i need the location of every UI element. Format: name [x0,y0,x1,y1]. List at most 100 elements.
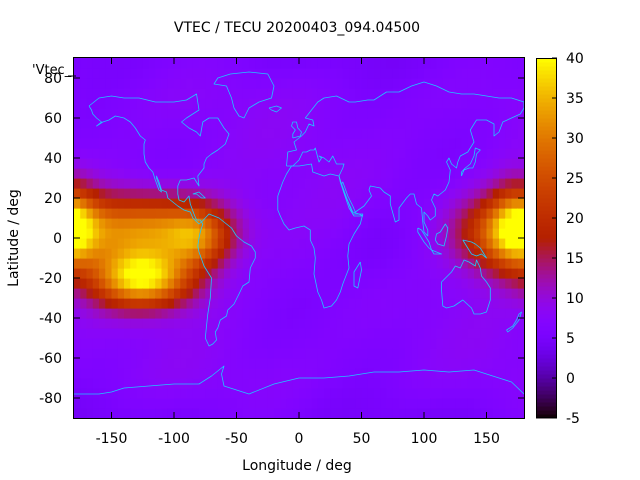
heatmap-cell [111,88,119,99]
heatmap-cell [274,298,281,309]
heatmap-cell [205,108,213,119]
heatmap-cell [367,218,375,229]
heatmap-cell [386,68,394,79]
heatmap-cell [199,358,206,369]
heatmap-cell [224,248,231,259]
heatmap-cell [317,78,325,89]
heatmap-cell [180,248,188,259]
heatmap-cell [267,408,275,419]
heatmap-cell [280,128,288,139]
heatmap-cell [442,138,450,149]
heatmap-cell [380,388,388,399]
heatmap-cell [186,78,194,89]
heatmap-cell [80,288,88,299]
heatmap-cell [286,158,294,169]
heatmap-cell [417,368,425,379]
heatmap-cell [199,278,206,289]
heatmap-cell [511,308,519,319]
heatmap-cell [205,128,213,139]
colorbar-segment [536,330,557,335]
heatmap-cell [149,128,156,139]
heatmap-cell [436,358,444,369]
x-tick-label: -50 [225,431,248,447]
heatmap-cell [255,358,263,369]
heatmap-cell [336,88,344,99]
heatmap-cell [311,288,319,299]
heatmap-cell [455,298,463,309]
heatmap-cell [280,408,288,419]
heatmap-cell [167,308,175,319]
heatmap-cell [411,178,419,189]
heatmap-cell [105,98,113,109]
heatmap-cell [224,118,231,129]
heatmap-cell [117,368,125,379]
heatmap-cell [261,408,269,419]
heatmap-cell [186,168,194,179]
heatmap-cell [92,308,100,319]
heatmap-cell [124,298,131,309]
heatmap-cell [236,208,244,219]
heatmap-cell [124,338,131,349]
heatmap-cell [405,168,413,179]
plot-frame [73,57,525,419]
heatmap-cell [161,198,169,209]
heatmap-cell [149,168,156,179]
heatmap-cell [505,268,513,279]
heatmap-cell [224,388,231,399]
heatmap-cell [211,388,219,399]
heatmap-cell [74,258,81,269]
heatmap-cell [149,258,156,269]
heatmap-cell [461,408,469,419]
heatmap-cell [211,238,219,249]
heatmap-cell [399,378,406,389]
heatmap-cell [417,68,425,79]
heatmap-cell [399,68,406,79]
heatmap-cell [342,378,350,389]
heatmap-cell [380,398,388,409]
heatmap-cell [361,328,369,339]
heatmap-cell [136,158,144,169]
heatmap-cell [430,358,438,369]
heatmap-cell [86,168,94,179]
heatmap-cell [411,88,419,99]
heatmap-cell [280,328,288,339]
heatmap-cell [280,268,288,279]
colorbar-frame [536,58,557,418]
heatmap-cell [436,148,444,159]
heatmap-cell [380,408,388,419]
heatmap-cell [236,318,244,329]
heatmap-cell [392,158,400,169]
heatmap-cell [124,318,131,329]
heatmap-cell [311,368,319,379]
heatmap-cell [261,158,269,169]
heatmap-cell [511,148,519,159]
heatmap-cell [174,338,181,349]
heatmap-cell [386,388,394,399]
heatmap-cell [417,328,425,339]
heatmap-cell [199,298,206,309]
heatmap-cell [349,328,356,339]
heatmap-cell [361,258,369,269]
heatmap-cell [117,278,125,289]
heatmap-cell [217,378,225,389]
heatmap-cell [374,328,381,339]
heatmap-cell [305,338,313,349]
heatmap-cell [317,138,325,149]
heatmap-cell [311,178,319,189]
heatmap-cell [424,348,431,359]
heatmap-cell [274,328,281,339]
heatmap-cell [499,128,506,139]
heatmap-cell [386,58,394,69]
heatmap-cell [117,258,125,269]
heatmap-cell [324,88,331,99]
heatmap-cell [455,338,463,349]
heatmap-cell [411,348,419,359]
heatmap-cell [480,168,488,179]
heatmap-cell [367,328,375,339]
heatmap-cell [117,358,125,369]
heatmap-cell [167,248,175,259]
heatmap-cell [261,328,269,339]
heatmap-cell [255,228,263,239]
heatmap-cell [330,338,338,349]
heatmap-cell [417,148,425,159]
